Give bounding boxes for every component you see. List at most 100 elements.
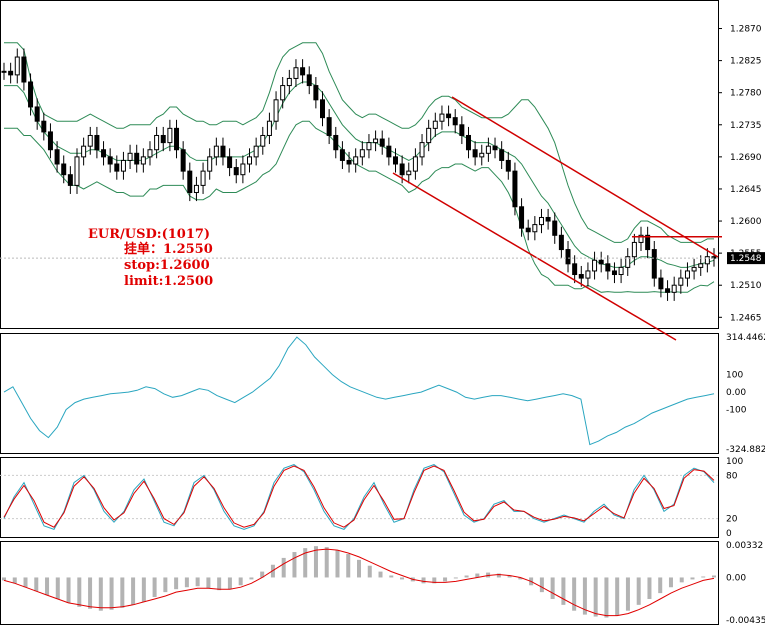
macd-bar [539,577,544,593]
macd-bar [550,577,555,599]
macd-bar [131,577,136,605]
candle-body [140,156,146,165]
candle-body [406,170,412,176]
macd-bar [647,577,652,599]
candle-body [47,131,53,151]
macd-bar [163,577,168,593]
candle-body [499,149,505,161]
candle-body [114,163,120,172]
candle-body [187,170,193,194]
macd-bar [389,575,394,578]
candle-body [446,113,452,119]
macd-bar [227,577,232,590]
current-price-label: 1.2548 [730,254,762,264]
candle-body [485,145,491,154]
macd-bar [335,550,340,578]
macd-bar [184,577,189,588]
macd-bar [668,577,673,588]
bollinger-lower [4,120,715,293]
cci-tick-label: 100 [726,371,743,381]
candle-body [180,149,186,172]
candle-body [598,259,604,265]
candle-body [147,149,153,158]
annotation-line2: 挂单：1.2550 [124,241,213,257]
macd-bar [260,571,265,578]
candle-body [273,99,279,122]
candle-body [432,120,438,129]
candle-body [207,156,213,172]
macd-bar [77,577,82,607]
macd-bar [443,577,448,582]
macd-bar [12,577,17,584]
candle-body [399,163,405,176]
macd-bar [88,577,93,609]
stoch-tick-label: 100 [726,457,743,467]
candle-body [213,145,219,158]
macd-bar [206,577,211,589]
candle-body [101,149,107,158]
candle-body [339,149,345,161]
candle-body [154,134,160,151]
macd-bar [518,577,523,580]
candle-body [54,149,60,165]
candle-body [67,174,73,186]
macd-bar [604,577,609,618]
macd-bar [66,577,71,603]
candle-body [107,156,113,165]
cci-tick-label: 0.00 [726,388,746,398]
annotation-line1: EUR/USD:(1017) [88,227,210,242]
macd-bar [195,577,200,587]
macd-bar [690,577,695,580]
candle-body [465,134,471,151]
stoch-signal-line [3,465,715,528]
candle-body [41,120,47,133]
candle-body [379,138,385,147]
macd-bar [625,577,630,611]
cci-tick-label: 314.4462 [726,333,765,343]
candle-body [645,234,651,251]
macd-bar [303,548,308,578]
candle-body [618,266,624,276]
macd-bar [507,575,512,578]
macd-bar [292,552,297,578]
candle-body [14,56,20,76]
candle-body [412,156,418,172]
macd-bar [475,573,480,578]
candle-body [671,284,677,293]
stoch-tick-label: 20 [726,515,738,525]
candle-body [678,277,684,286]
candle-body [240,163,246,176]
macd-bar [561,577,566,605]
candle-body [134,152,140,165]
macd-bar [636,577,641,605]
candle-body [174,127,180,151]
candle-body [426,127,432,144]
price-tick-label: 1.2510 [730,281,762,291]
candle-body [220,145,226,158]
macd-bar [120,577,125,608]
macd-bar [378,571,383,578]
macd-bar [400,577,405,580]
channel-upper-line [451,96,719,258]
macd-bar [249,577,254,580]
macd-bar [152,577,157,598]
candle-body [611,270,617,276]
macd-bar [174,577,179,590]
macd-bar [464,575,469,578]
candle-body [233,167,239,176]
annotation-line3: stop:1.2600 [124,258,210,273]
macd-bar [55,577,60,599]
macd-bar [357,559,361,578]
annotation-line4: limit:1.2500 [124,274,213,289]
macd-tick-label: 0.00 [726,573,746,583]
candle-body [34,106,40,122]
candle-body [512,170,518,208]
macd-bar [23,577,28,588]
candle-body [286,77,292,87]
macd-bar [679,577,684,583]
channel-lower-line [392,172,677,341]
candle-body [651,249,657,279]
macd-bar [324,547,329,578]
macd-bar [313,546,318,578]
candle-body [585,270,591,279]
